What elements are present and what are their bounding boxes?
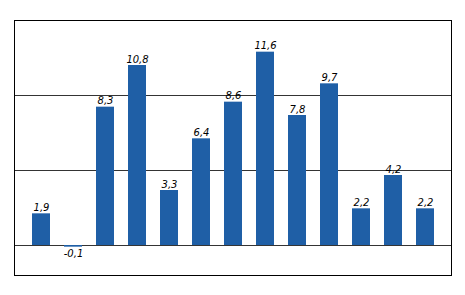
- svg-text:2,2: 2,2: [354, 197, 370, 208]
- svg-text:8,3: 8,3: [98, 95, 114, 106]
- svg-text:3,3: 3,3: [162, 179, 178, 190]
- svg-text:1,9: 1,9: [34, 202, 50, 213]
- svg-text:4,2: 4,2: [386, 164, 402, 175]
- svg-text:10,8: 10,8: [126, 54, 148, 65]
- svg-text:2,2: 2,2: [418, 197, 434, 208]
- svg-text:11,6: 11,6: [254, 40, 276, 51]
- svg-text:9,7: 9,7: [322, 72, 339, 83]
- svg-text:6,4: 6,4: [194, 127, 210, 138]
- svg-text:7,8: 7,8: [290, 104, 306, 115]
- svg-text:8,6: 8,6: [226, 90, 242, 101]
- svg-text:-0,1: -0,1: [64, 248, 84, 259]
